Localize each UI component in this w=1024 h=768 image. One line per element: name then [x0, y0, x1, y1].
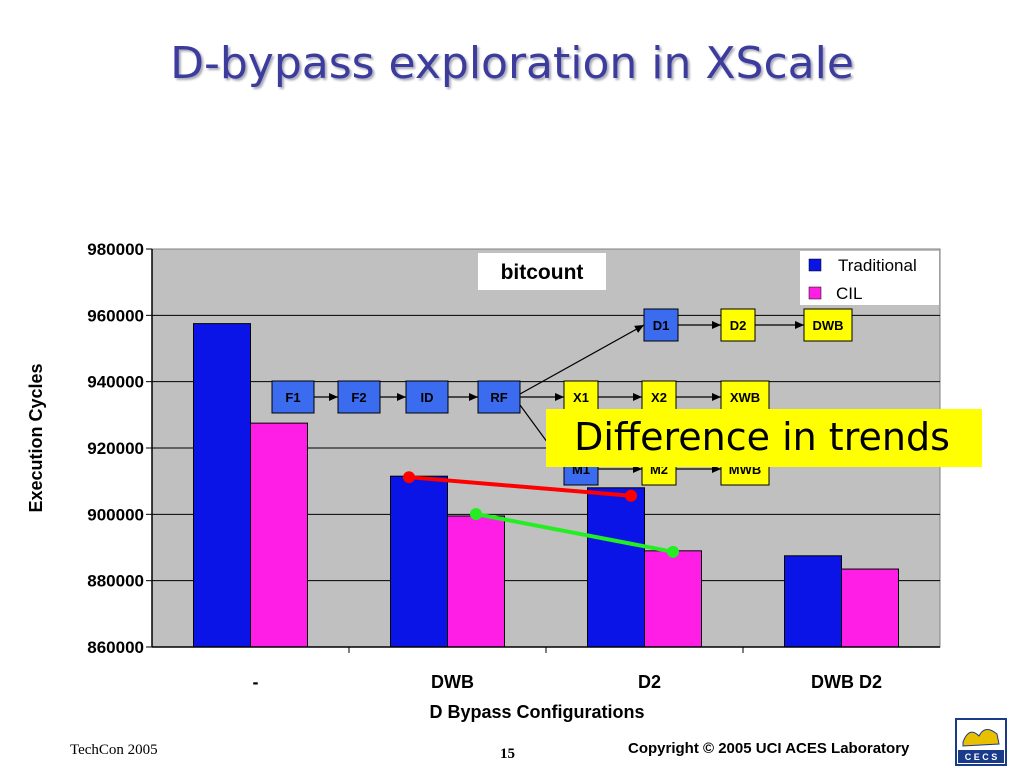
- stage-dwb-top-label: DWB: [812, 318, 843, 333]
- y-tick-label: 860000: [87, 638, 144, 657]
- trend-line-cil: [475, 512, 674, 554]
- pipe-arrow-head: [329, 393, 338, 401]
- stage-d1-top-label: D1: [653, 318, 670, 333]
- svg-text:C E C S: C E C S: [965, 752, 998, 762]
- cecs-logo-icon: C E C S: [955, 718, 1007, 766]
- stage-xwb: [720, 380, 770, 414]
- trend-point-cil: [470, 507, 482, 520]
- stage-x1: [563, 380, 599, 414]
- trend-point-traditional: [403, 471, 415, 484]
- pipe-arrow-head: [633, 393, 642, 401]
- stage-dwb-top: [803, 308, 853, 342]
- pipe-arrow-head: [397, 393, 406, 401]
- x-tick-label: DWB: [431, 672, 474, 692]
- bar-traditional-3: [784, 555, 842, 648]
- pipe-arrow-branch-up: [519, 324, 645, 395]
- legend-swatch-traditional: [808, 258, 822, 272]
- bars: [193, 323, 899, 648]
- bar-cil-0: [250, 422, 308, 648]
- annotation-text: Difference in trends: [574, 415, 950, 459]
- legend-label-cil: CIL: [836, 284, 862, 303]
- bar-cil-2: [644, 550, 702, 648]
- stage-xwb-label: XWB: [730, 390, 760, 405]
- slide-title: D-bypass exploration in XScale: [170, 38, 854, 89]
- pipe-arrow-head: [712, 321, 721, 329]
- annotation-box: [546, 409, 982, 467]
- pipe-arrow-branch-up-head: [634, 325, 644, 333]
- overlays: bitcount Traditional CIL Difference in tren…: [478, 251, 982, 467]
- bar-traditional-2: [587, 487, 645, 648]
- bar-traditional-0: [193, 323, 251, 648]
- stage-f2-label: F2: [351, 390, 366, 405]
- stage-id-label: ID: [421, 390, 434, 405]
- trend-lines: [403, 471, 679, 558]
- y-tick-label: 900000: [87, 505, 144, 524]
- stage-f1: [271, 380, 315, 414]
- stage-x2-label: X2: [651, 390, 667, 405]
- stage-rf-label: RF: [490, 390, 507, 405]
- legend: [800, 251, 939, 305]
- y-tick-label: 880000: [87, 572, 144, 591]
- chart-title: bitcount: [501, 261, 584, 284]
- stage-d2-top-label: D2: [730, 318, 747, 333]
- x-tick-label: DWB D2: [811, 672, 882, 692]
- trend-point-cil: [667, 545, 679, 558]
- y-tick-label: 940000: [87, 373, 144, 392]
- axes: 860000 880000 900000 920000 940000 960000 9800…: [26, 240, 940, 722]
- legend-label-traditional: Traditional: [838, 256, 917, 275]
- bar-cil-1: [447, 515, 505, 648]
- stage-x2: [641, 380, 677, 414]
- chart-title-box: [478, 253, 606, 290]
- pipe-arrow-head: [795, 321, 804, 329]
- pipe-arrow-head: [712, 393, 721, 401]
- stage-f2: [337, 380, 381, 414]
- footer-copyright: Copyright © 2005 UCI ACES Laboratory: [628, 740, 910, 757]
- trend-point-traditional: [625, 489, 637, 502]
- y-axis-title: Execution Cycles: [26, 363, 46, 512]
- stage-d1-top: [643, 308, 679, 342]
- stage-d2-top: [720, 308, 756, 342]
- stage-x1-label: X1: [573, 390, 589, 405]
- pipe-arrow-head: [469, 393, 478, 401]
- bar-cil-3: [841, 568, 899, 648]
- bar-traditional-1: [390, 475, 448, 648]
- page-number: 15: [500, 746, 515, 762]
- legend-swatch-cil: [808, 286, 822, 300]
- y-tick-label: 960000: [87, 306, 144, 325]
- x-axis-title: D Bypass Configurations: [429, 702, 644, 722]
- stage-f1-label: F1: [285, 390, 300, 405]
- x-tick-label: -: [253, 672, 259, 692]
- footer-event: TechCon 2005: [70, 742, 158, 758]
- trend-line-traditional: [408, 475, 632, 498]
- y-tick-label: 920000: [87, 439, 144, 458]
- pipe-arrow-head: [555, 393, 564, 401]
- y-tick-label: 980000: [87, 240, 144, 259]
- x-tick-label: D2: [638, 672, 661, 692]
